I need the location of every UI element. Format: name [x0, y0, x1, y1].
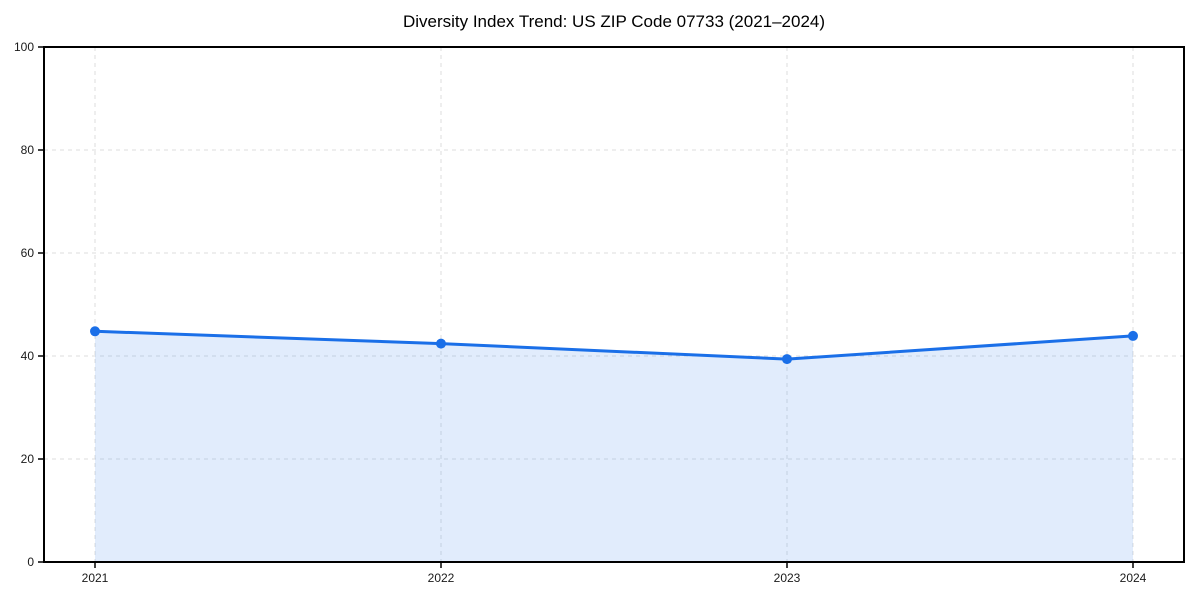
data-point-2021 [90, 326, 100, 337]
x-tick-label: 2023 [774, 571, 801, 585]
x-tick-label: 2024 [1120, 571, 1147, 585]
y-tick-label: 40 [21, 349, 35, 363]
y-tick-label: 80 [21, 143, 35, 157]
data-point-2024 [1128, 330, 1138, 341]
chart-title: Diversity Index Trend: US ZIP Code 07733… [402, 12, 826, 31]
data-point-2022 [436, 338, 446, 349]
y-tick-label: 20 [21, 452, 35, 466]
data-point-2023 [782, 354, 792, 365]
y-tick-label: 0 [27, 555, 34, 569]
plot-border [43, 46, 1185, 563]
trend-line [93, 329, 1135, 361]
x-tick-label: 2021 [82, 571, 109, 585]
y-tick-label: 60 [21, 246, 35, 260]
x-tick-label: 2022 [428, 571, 455, 585]
y-tick-label: 100 [14, 40, 34, 54]
area-fill [95, 331, 1133, 562]
